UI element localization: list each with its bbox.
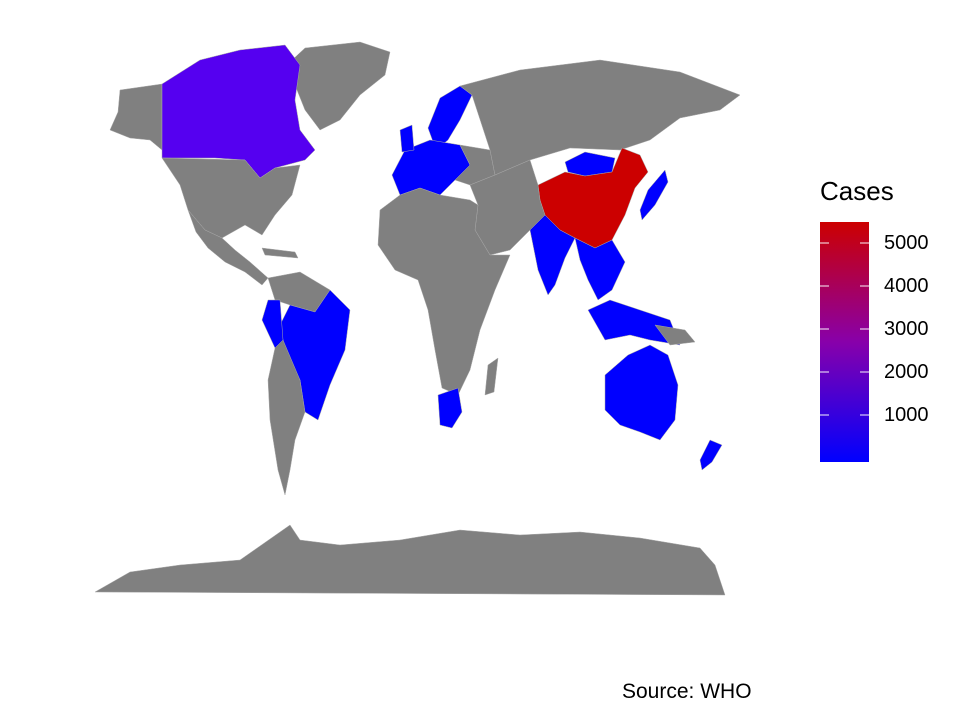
legend-tick-2000: 2000 [884,361,929,383]
legend-tick-1000: 1000 [884,404,929,426]
papua-new-guinea [654,324,696,346]
africa [377,187,511,396]
japan [639,169,669,221]
legend-tick-4000: 4000 [884,275,929,297]
southeast-asia [574,237,626,301]
australia [604,344,679,441]
antarctica [94,524,726,596]
india [529,214,576,296]
south-africa [437,387,463,429]
legend-tick-3000: 3000 [884,318,929,340]
canada [161,44,316,179]
new-zealand [699,439,723,471]
peru [261,299,284,349]
legend-title: Cases [820,176,894,206]
indonesia [587,299,681,346]
legend-color-bar [820,222,869,462]
caribbean [261,247,299,259]
scandinavia [427,85,473,151]
source-caption: Source: WHO [622,680,752,703]
alaska [109,83,163,151]
greenland [289,41,391,131]
madagascar [484,357,499,396]
mexico-central-america [187,209,269,286]
southern-south-america [267,339,306,496]
united-states [161,157,301,239]
legend-tick-5000: 5000 [884,232,929,254]
united-kingdom [399,124,415,153]
mongolia [564,151,616,177]
russia [459,59,741,176]
legend-gradient [820,222,869,462]
